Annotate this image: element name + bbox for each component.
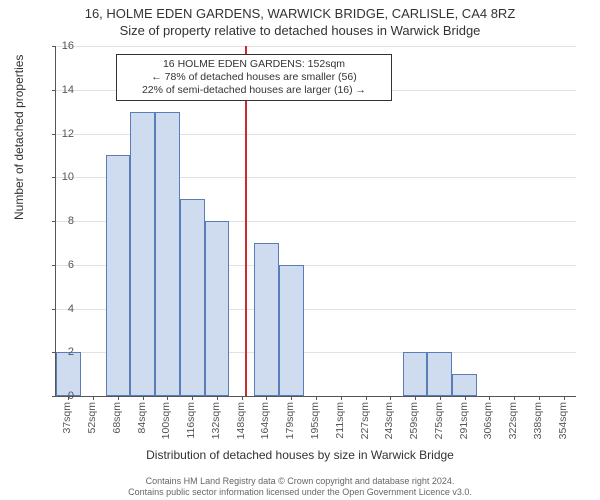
ytick-label: 12 xyxy=(44,128,74,140)
histogram-bar xyxy=(130,112,155,396)
xtick-label: 275sqm xyxy=(433,402,445,439)
xtick-mark xyxy=(316,396,317,400)
plot-area: 16 HOLME EDEN GARDENS: 152sqm← 78% of de… xyxy=(55,46,576,397)
xtick-label: 68sqm xyxy=(111,402,123,434)
histogram-bar xyxy=(254,243,279,396)
info-line3: 22% of semi-detached houses are larger (… xyxy=(123,84,385,97)
ytick-label: 6 xyxy=(44,259,74,271)
footer: Contains HM Land Registry data © Crown c… xyxy=(0,476,600,498)
ytick-label: 16 xyxy=(44,40,74,52)
xtick-mark xyxy=(192,396,193,400)
xtick-label: 259sqm xyxy=(408,402,420,439)
xtick-label: 338sqm xyxy=(532,402,544,439)
histogram-bar xyxy=(403,352,428,396)
xtick-mark xyxy=(564,396,565,400)
xtick-mark xyxy=(93,396,94,400)
xtick-mark xyxy=(143,396,144,400)
xtick-mark xyxy=(341,396,342,400)
page-title: 16, HOLME EDEN GARDENS, WARWICK BRIDGE, … xyxy=(0,0,600,21)
xtick-label: 243sqm xyxy=(383,402,395,439)
xtick-label: 52sqm xyxy=(86,402,98,434)
ytick-label: 10 xyxy=(44,171,74,183)
xtick-mark xyxy=(489,396,490,400)
xtick-mark xyxy=(390,396,391,400)
ytick-label: 2 xyxy=(44,346,74,358)
histogram-bar xyxy=(452,374,477,396)
xtick-label: 37sqm xyxy=(61,402,73,434)
info-line1: 16 HOLME EDEN GARDENS: 152sqm xyxy=(123,58,385,71)
xtick-label: 116sqm xyxy=(185,402,197,439)
xtick-mark xyxy=(440,396,441,400)
gridline xyxy=(56,46,576,47)
xtick-label: 354sqm xyxy=(557,402,569,439)
histogram-bar xyxy=(205,221,230,396)
xtick-mark xyxy=(465,396,466,400)
info-box: 16 HOLME EDEN GARDENS: 152sqm← 78% of de… xyxy=(116,54,392,101)
footer-line1: Contains HM Land Registry data © Crown c… xyxy=(0,476,600,487)
y-axis-label: Number of detached properties xyxy=(12,55,26,220)
histogram-bar xyxy=(279,265,304,396)
xtick-label: 227sqm xyxy=(359,402,371,439)
xtick-label: 306sqm xyxy=(482,402,494,439)
xtick-label: 291sqm xyxy=(458,402,470,439)
xtick-label: 211sqm xyxy=(334,402,346,439)
x-axis-label: Distribution of detached houses by size … xyxy=(0,448,600,462)
histogram-bar xyxy=(427,352,452,396)
xtick-label: 164sqm xyxy=(259,402,271,439)
xtick-label: 132sqm xyxy=(210,402,222,439)
xtick-mark xyxy=(415,396,416,400)
footer-line2: Contains public sector information licen… xyxy=(0,487,600,498)
xtick-label: 322sqm xyxy=(507,402,519,439)
xtick-mark xyxy=(167,396,168,400)
ytick-label: 0 xyxy=(44,390,74,402)
ytick-label: 4 xyxy=(44,303,74,315)
xtick-label: 195sqm xyxy=(309,402,321,439)
xtick-mark xyxy=(539,396,540,400)
xtick-label: 148sqm xyxy=(235,402,247,439)
ytick-label: 14 xyxy=(44,84,74,96)
xtick-label: 100sqm xyxy=(160,402,172,439)
histogram-bar xyxy=(155,112,180,396)
page-subtitle: Size of property relative to detached ho… xyxy=(0,21,600,38)
histogram-bar xyxy=(106,155,131,396)
chart: 16 HOLME EDEN GARDENS: 152sqm← 78% of de… xyxy=(55,46,575,396)
xtick-mark xyxy=(118,396,119,400)
info-line2: ← 78% of detached houses are smaller (56… xyxy=(123,71,385,84)
xtick-mark xyxy=(291,396,292,400)
xtick-mark xyxy=(217,396,218,400)
xtick-mark xyxy=(242,396,243,400)
xtick-mark xyxy=(514,396,515,400)
histogram-bar xyxy=(180,199,205,396)
xtick-mark xyxy=(366,396,367,400)
xtick-label: 84sqm xyxy=(136,402,148,434)
ytick-label: 8 xyxy=(44,215,74,227)
xtick-mark xyxy=(266,396,267,400)
xtick-label: 179sqm xyxy=(284,402,296,439)
